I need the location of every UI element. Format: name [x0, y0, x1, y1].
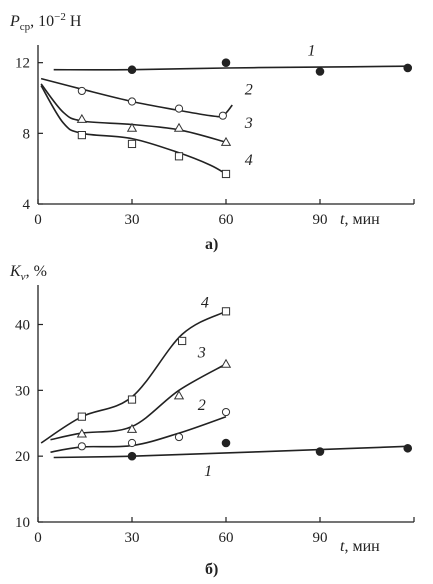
series-4: 4 [40, 294, 231, 444]
series-label: 1 [307, 43, 315, 60]
x-tick-label: 90 [313, 530, 328, 546]
data-point [77, 131, 86, 140]
series-3: 3 [50, 344, 232, 441]
x-tick-label: 90 [313, 212, 328, 228]
y-tick-label: 40 [15, 318, 30, 334]
x-tick-label: 30 [125, 212, 140, 228]
data-point [315, 67, 325, 76]
series-1: 1 [53, 43, 413, 76]
data-point [403, 443, 413, 453]
data-point [403, 63, 413, 73]
x-tick-label: 60 [219, 212, 234, 228]
tick-group: 0 30 60 90 4 8 12 [15, 56, 415, 228]
y-tick-label: 10 [15, 515, 30, 531]
y-axis-title: Kv, % [9, 263, 47, 283]
series-2: 2 [50, 397, 231, 453]
data-point [173, 390, 185, 400]
data-point [173, 122, 185, 132]
x-tick-label: 30 [125, 530, 140, 546]
x-axis-title: t, мин [340, 538, 380, 555]
data-point [221, 169, 231, 179]
series-4: 4 [40, 85, 253, 179]
data-point [221, 438, 231, 448]
panel-label-b: б) [205, 561, 218, 578]
series-2: 2 [40, 77, 253, 120]
tick-group: 0 30 60 90 10 20 30 40 [15, 318, 415, 546]
chart-panel-b: Kv, % t, мин б) 0 30 60 90 10 20 30 40 1 2 3 4 [9, 263, 415, 578]
y-tick-label: 12 [15, 56, 30, 72]
y-tick-label: 8 [23, 126, 31, 142]
data-point [77, 86, 86, 96]
series-line [40, 310, 227, 444]
y-tick-label: 20 [15, 449, 30, 465]
series-line [40, 85, 227, 175]
series-3: 3 [40, 83, 253, 146]
panel-label-a: а) [205, 236, 218, 253]
series-line [40, 77, 233, 118]
series-label: 3 [197, 344, 206, 361]
data-point [127, 65, 137, 75]
data-point [77, 412, 86, 421]
x-tick-label: 0 [34, 530, 42, 546]
series-line [53, 445, 408, 459]
data-point [127, 97, 137, 106]
series-label: 1 [204, 463, 212, 480]
x-tick-label: 60 [219, 530, 234, 546]
data-point [178, 336, 187, 346]
data-point [76, 113, 88, 123]
data-point [126, 122, 138, 132]
series-label: 2 [198, 397, 206, 414]
x-axis-title: t, мин [340, 211, 380, 228]
series-label: 4 [201, 294, 209, 311]
data-point [221, 307, 231, 316]
series-label: 2 [245, 81, 253, 98]
series-label: 3 [244, 115, 253, 132]
data-point [127, 451, 137, 461]
data-point [174, 104, 184, 113]
x-tick-label: 0 [34, 212, 42, 228]
data-point [174, 432, 184, 442]
data-point [76, 428, 88, 438]
data-point [220, 358, 232, 368]
data-point [221, 407, 231, 417]
data-point [221, 58, 231, 67]
data-point [220, 136, 232, 146]
series-group: 1 2 3 4 [40, 294, 413, 480]
y-tick-label: 30 [15, 383, 30, 399]
data-point [127, 438, 137, 448]
data-point [127, 395, 137, 404]
data-point [127, 139, 137, 149]
y-axis-title: Pср, 10−2 Н [9, 11, 82, 33]
series-group: 1 2 3 4 [40, 43, 413, 179]
series-1: 1 [53, 438, 413, 480]
data-point [77, 442, 86, 451]
data-point [174, 152, 184, 161]
data-point [315, 447, 325, 456]
y-tick-label: 4 [23, 197, 31, 213]
data-point [218, 111, 227, 120]
series-line [53, 65, 408, 71]
series-label: 4 [245, 152, 253, 169]
data-point [126, 423, 138, 433]
